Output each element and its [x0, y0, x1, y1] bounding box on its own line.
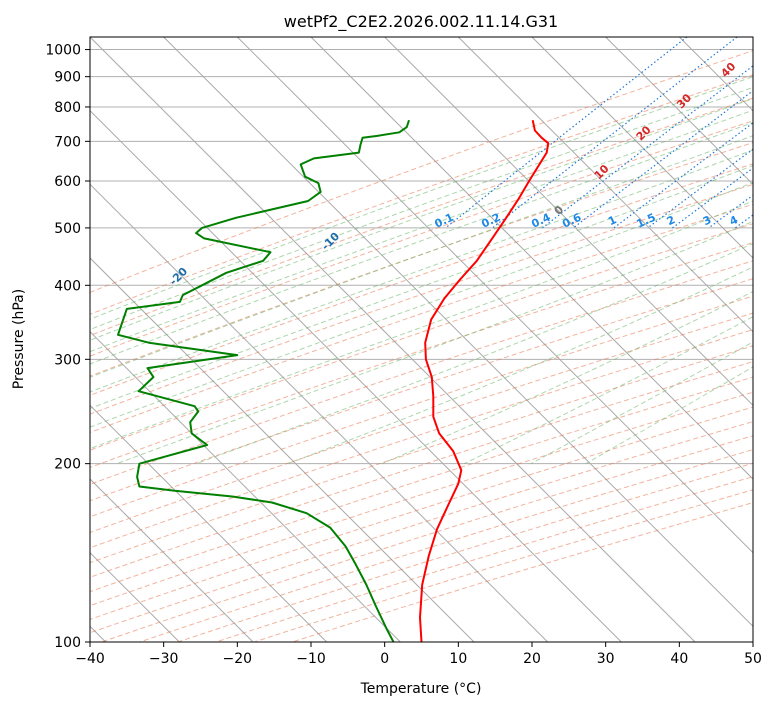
moist-adiabat-line [90, 121, 753, 365]
y-axis-title: Pressure (hPa) [11, 289, 27, 389]
moist-adiabat-line [116, 220, 753, 465]
isotherm-line [90, 37, 696, 642]
dry-adiabat-label: -20 [167, 265, 190, 288]
isotherm-line [90, 183, 549, 642]
dry-adiabat-line [139, 449, 753, 642]
isotherm-line [384, 37, 753, 407]
y-tick-label: 300 [54, 352, 81, 368]
y-tick-label: 100 [54, 635, 81, 651]
mixing-ratio-label: 4 [728, 213, 741, 228]
dry-adiabat-line [90, 241, 753, 469]
isotherm-line [531, 37, 753, 259]
y-tick-label: 1000 [45, 43, 81, 59]
dry-adiabat-line [90, 312, 753, 534]
isotherm-line [90, 330, 401, 642]
mixing-ratio-line [492, 37, 738, 229]
x-tick-label: −40 [75, 651, 105, 667]
mixing-ratio-line [672, 167, 753, 229]
moist-adiabat-line [90, 200, 753, 450]
dry-adiabat-line [90, 376, 753, 593]
dewpoint-line [117, 119, 410, 642]
dry-adiabat-line [101, 435, 753, 642]
y-tick-label: 200 [54, 457, 81, 473]
mixing-ratio-line [734, 214, 753, 229]
isotherm-line [605, 37, 753, 186]
y-tick-label: 800 [54, 100, 81, 116]
dry-adiabat-line [90, 120, 753, 357]
y-tick-label: 600 [54, 174, 81, 190]
dry-adiabat-line [215, 476, 753, 642]
isotherm-line [236, 37, 753, 554]
isotherm-line [90, 404, 328, 642]
moist-adiabat-line [90, 109, 753, 353]
y-tick-label: 700 [54, 134, 81, 150]
mixing-ratio-label: 1 [606, 213, 618, 228]
chart-title: wetPf2_C2E2.2026.002.11.14.G31 [284, 12, 558, 32]
dry-adiabat-line [90, 223, 753, 451]
x-tick-label: −30 [149, 651, 179, 667]
isotherm-line [90, 257, 475, 642]
dry-adiabat-line [90, 203, 753, 433]
moist-adiabat-line [90, 98, 753, 341]
x-axis-title: Temperature (°C) [360, 681, 482, 697]
y-tick-label: 900 [54, 70, 81, 86]
dry-adiabat-line [90, 142, 753, 377]
moist-adiabat-line [381, 290, 753, 465]
moist-adiabat-label: 20 [634, 123, 654, 143]
background-lines [90, 37, 753, 642]
x-tick-label: 10 [449, 651, 467, 667]
isotherm-line [90, 478, 254, 642]
moist-adiabat-line [90, 181, 753, 428]
y-tick-label: 500 [54, 221, 81, 237]
y-tick-label: 400 [54, 278, 81, 294]
dry-adiabat-line [254, 489, 753, 642]
axis-ticks: −40 −30 −20 −10 0 10 20 30 40 50 100 200 300 400 500 60… [45, 43, 762, 667]
mixing-ratio-label: 6 [766, 213, 775, 228]
isotherm-line [163, 37, 753, 628]
moist-adiabat-line [90, 76, 753, 320]
mixing-ratio-label: 2 [665, 213, 677, 228]
x-tick-label: 20 [523, 651, 541, 667]
dry-adiabat-line [90, 278, 753, 502]
x-tick-label: 0 [380, 651, 389, 667]
x-tick-label: −10 [296, 651, 326, 667]
moist-adiabat-line [90, 86, 753, 331]
dry-adiabat-line [90, 361, 753, 578]
mixing-ratio-line [542, 65, 753, 229]
dry-adiabat-line [90, 183, 753, 415]
x-tick-label: 30 [597, 651, 615, 667]
isotherm-line [310, 37, 753, 480]
mixing-ratio-line [572, 89, 753, 229]
isotherm-line [752, 37, 753, 38]
moist-adiabat-line [463, 316, 753, 465]
dry-adiabat-line [90, 329, 753, 549]
moist-adiabat-line [90, 135, 753, 378]
isotherm-line [457, 37, 753, 333]
moist-adiabat-line [90, 149, 753, 393]
temperature-line [419, 119, 550, 642]
dry-adiabat-label: -10 [319, 229, 342, 252]
dry-adiabat-line [90, 345, 753, 564]
moist-adiabat-line [90, 164, 753, 410]
plot-frame [89, 36, 754, 643]
isotherm-line [90, 109, 622, 642]
isotherm-line [678, 37, 753, 112]
moist-adiabat-line [287, 266, 753, 465]
x-tick-label: 40 [670, 651, 688, 667]
profile-lines [117, 119, 550, 642]
x-tick-label: 50 [744, 651, 762, 667]
dry-adiabat-line [177, 462, 753, 642]
x-tick-label: −20 [223, 651, 253, 667]
